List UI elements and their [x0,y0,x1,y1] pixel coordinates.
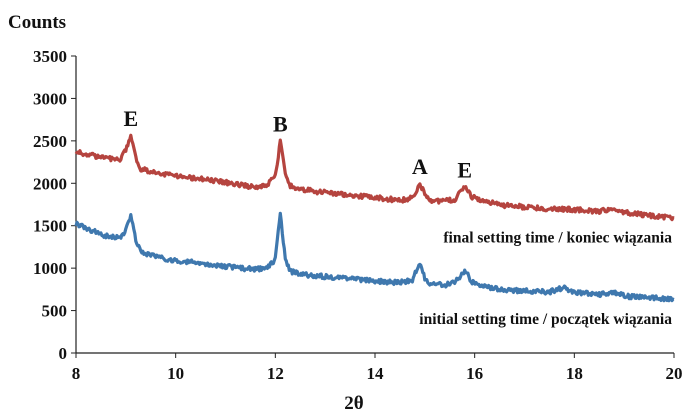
y-tick-label: 500 [42,302,68,321]
x-tick-label: 12 [267,364,284,383]
x-tick-label: 20 [666,364,683,383]
x-tick-label: 10 [167,364,184,383]
y-tick-label: 0 [59,344,68,363]
peak-label: B [273,112,288,137]
annotation-final: final setting time / koniec wiązania [443,230,672,247]
y-tick-label: 3500 [33,47,67,66]
annotation-initial: initial setting time / początek wiązania [419,311,672,328]
y-tick-label: 2000 [33,174,67,193]
x-tick-label: 18 [566,364,583,383]
y-tick-label: 1000 [33,259,67,278]
x-axis-title: 2θ [344,393,364,412]
peak-label: E [123,106,138,131]
axes: 0 500 1000 1500 2000 2500 3000 3500 8 10 12 14 16 18 2… [33,47,683,383]
x-tick-label: 16 [466,364,483,383]
series-line-2 [74,211,675,303]
y-tick-label: 1500 [33,217,67,236]
y-axis-title: Counts [8,12,66,33]
x-tick-label: 8 [72,364,81,383]
y-tick-label: 3000 [33,89,67,108]
series-line-1 [74,133,675,222]
peak-label: A [412,154,428,179]
y-tick-label: 2500 [33,132,67,151]
x-tick-label: 14 [367,364,385,383]
peak-label: E [457,158,472,183]
series-group [74,133,675,303]
